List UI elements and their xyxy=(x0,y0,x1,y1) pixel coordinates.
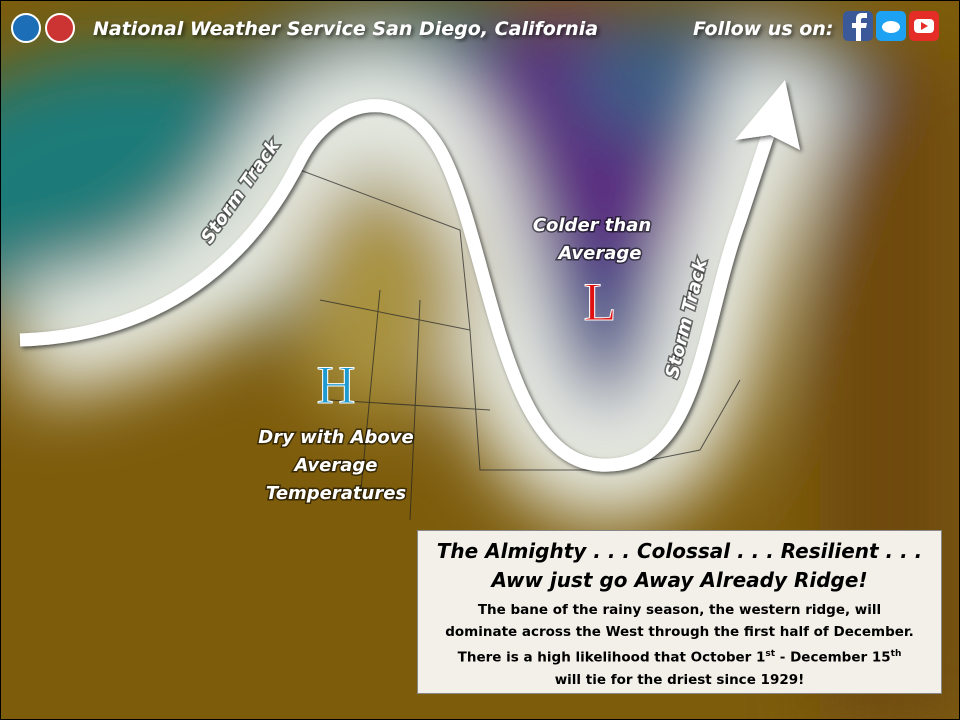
headline: The Almighty . . . Colossal . . . Resili… xyxy=(436,539,923,563)
body-text: dominate across the West through the fir… xyxy=(445,624,914,640)
high-label: Temperatures xyxy=(266,483,407,504)
body-text: The bane of the rainy season, the wester… xyxy=(477,602,882,618)
facebook-glyph xyxy=(852,13,867,41)
body-line: dominate across the West through the fir… xyxy=(418,621,941,643)
body-text: There is a high likelihood that October … xyxy=(457,649,766,666)
low-label: Average xyxy=(556,243,641,264)
body-text: will tie for the driest since 1929! xyxy=(554,671,805,688)
header-title: National Weather Service San Diego, Cali… xyxy=(93,18,598,40)
storm-track-arrow xyxy=(19,99,775,472)
arrow-head xyxy=(735,80,800,150)
low-label: Colder than xyxy=(533,215,651,236)
follow-label: Follow us on: xyxy=(693,18,833,40)
low-symbol: L xyxy=(584,272,617,332)
body-line: There is a high likelihood that October … xyxy=(418,643,941,669)
borders xyxy=(299,169,741,521)
body-text: - December 15 xyxy=(775,649,891,666)
nws-logo xyxy=(45,13,75,43)
high-symbol: H xyxy=(317,355,356,415)
superscript: th xyxy=(890,649,902,659)
info-box: The Almighty . . . Colossal . . . Resili… xyxy=(417,530,942,694)
body-line: The bane of the rainy season, the wester… xyxy=(418,599,941,621)
superscript: st xyxy=(765,649,776,659)
high-label: Average xyxy=(292,455,377,476)
twitter-glyph xyxy=(882,21,900,33)
youtube-play xyxy=(921,22,928,30)
noaa-logo xyxy=(11,13,41,43)
body-line: will tie for the driest since 1929! xyxy=(418,669,941,691)
headline: Aww just go Away Already Ridge! xyxy=(491,568,868,592)
high-label: Dry with Above xyxy=(258,427,413,448)
